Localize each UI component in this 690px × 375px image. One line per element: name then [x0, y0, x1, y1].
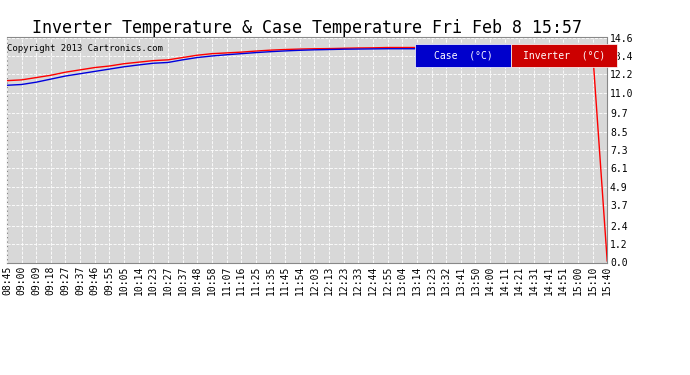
Text: Copyright 2013 Cartronics.com: Copyright 2013 Cartronics.com [7, 44, 163, 52]
Text: Case  (°C): Case (°C) [434, 51, 493, 60]
Text: Inverter  (°C): Inverter (°C) [523, 51, 605, 60]
Title: Inverter Temperature & Case Temperature Fri Feb 8 15:57: Inverter Temperature & Case Temperature … [32, 20, 582, 38]
